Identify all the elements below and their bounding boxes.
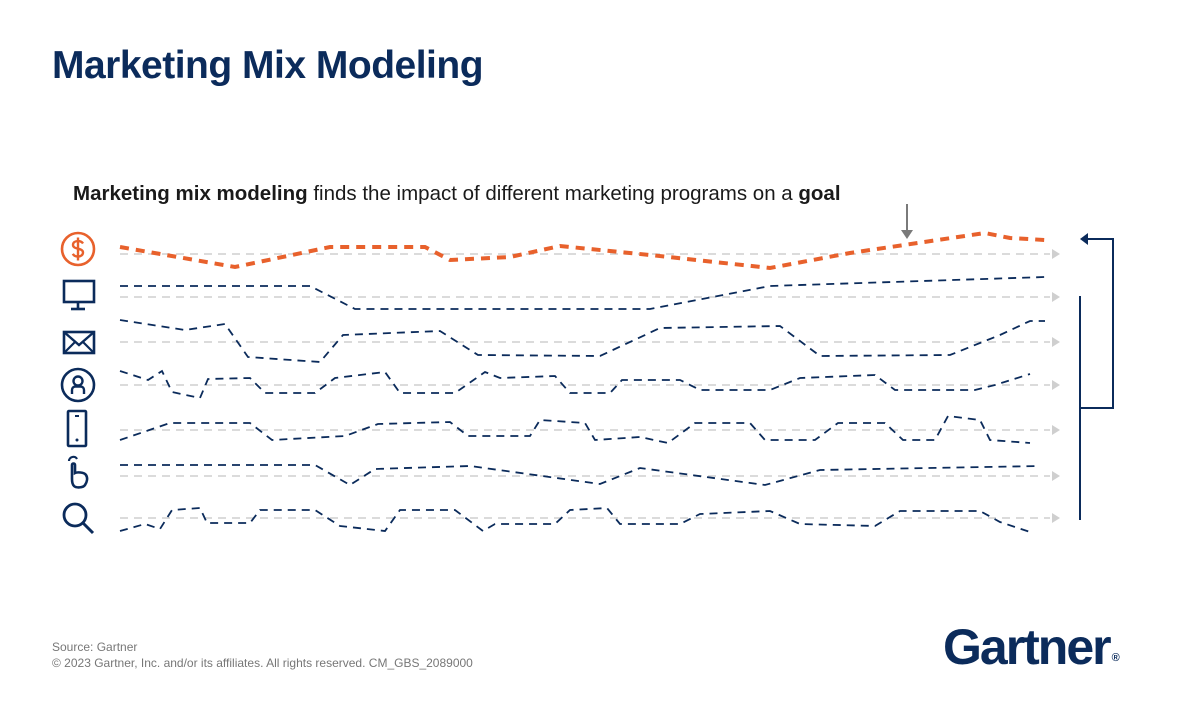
baseline-arrow — [1052, 337, 1060, 347]
footer: Source: Gartner © 2023 Gartner, Inc. and… — [52, 639, 473, 671]
program-trend-search — [119, 507, 1031, 533]
page-title: Marketing Mix Modeling — [52, 44, 484, 87]
monitor-icon — [62, 279, 96, 311]
goal-pointer-arrow — [901, 204, 913, 239]
logo-text: Gartner — [943, 619, 1112, 675]
smartphone-icon — [66, 409, 88, 448]
search-icon — [62, 502, 95, 535]
source-text: Source: Gartner — [52, 640, 138, 654]
pointer-hand-icon — [67, 455, 89, 489]
baseline-arrow — [1052, 513, 1060, 523]
copyright-text: © 2023 Gartner, Inc. and/or its affiliat… — [52, 656, 473, 670]
subtitle-goal: goal — [798, 182, 841, 205]
subtitle-lead: Marketing mix modeling — [73, 182, 308, 205]
baseline-arrow — [1052, 471, 1060, 481]
registered-mark: ® — [1111, 652, 1120, 664]
goal-trend-dollar-circle — [119, 230, 1046, 271]
baseline-arrow — [1052, 425, 1060, 435]
program-trend-smartphone — [119, 415, 1031, 444]
gartner-logo: Gartner ® — [943, 618, 1120, 676]
program-trend-pointer-hand — [120, 464, 1041, 487]
baseline-arrow — [1052, 380, 1060, 390]
baseline-arrow — [1052, 292, 1060, 302]
baseline-arrow — [1052, 249, 1060, 259]
program-trend-monitor — [120, 276, 1046, 310]
subtitle: Marketing mix modeling finds the impact … — [73, 182, 841, 206]
feedback-bracket — [1079, 233, 1114, 520]
envelope-icon — [62, 330, 96, 355]
dollar-circle-icon — [60, 231, 96, 267]
subtitle-text: finds the impact of different marketing … — [307, 182, 799, 205]
person-circle-icon — [60, 367, 96, 403]
program-trend-envelope — [119, 319, 1045, 363]
mix-diagram — [119, 204, 1114, 533]
